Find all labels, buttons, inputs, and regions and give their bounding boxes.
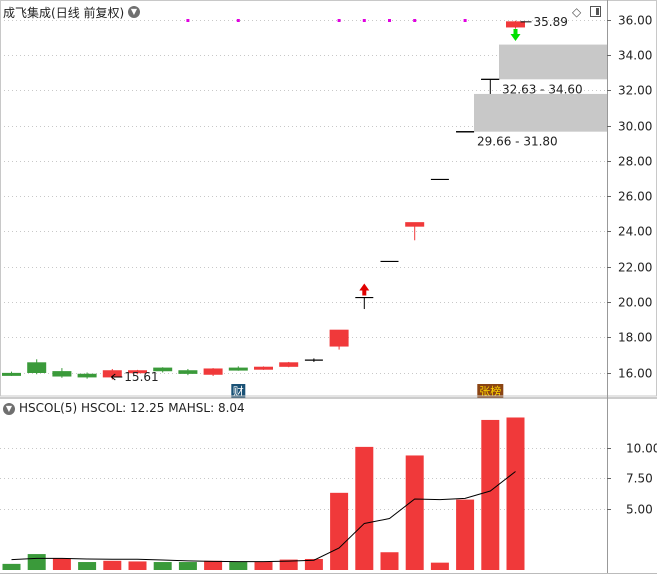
price-labels: 15.61 35.89	[111, 15, 568, 384]
price-tick-label: 20.00	[618, 296, 652, 310]
price-tick-label: 18.00	[618, 331, 652, 345]
target-zones: 29.66 - 31.80 32.63 - 34.60	[456, 44, 607, 149]
hscol-bar-series	[2, 417, 525, 570]
target-zone	[499, 44, 607, 80]
hscol-bar	[380, 552, 399, 570]
indicator-header: HSCOL(5) HSCOL: 12.25 MAHSL: 8.04	[19, 401, 245, 415]
hscol-bar	[204, 560, 223, 570]
candle-body-up	[405, 222, 425, 227]
event-badge	[477, 384, 504, 398]
price-label-arrowhead	[111, 373, 116, 381]
hscol-bar	[481, 419, 500, 570]
top-marker	[463, 19, 467, 22]
top-marker	[413, 19, 417, 22]
candle-body-down	[52, 371, 72, 377]
candle-body-up	[329, 329, 349, 347]
price-tick-label: 22.00	[618, 261, 652, 275]
candle-body-down	[153, 367, 173, 372]
candle-body-up	[506, 21, 525, 28]
candle-body-up	[254, 366, 273, 370]
hscol-bar	[355, 446, 374, 570]
hscol-bar	[279, 559, 298, 570]
top-marker	[337, 19, 341, 22]
candle-body-up	[128, 370, 147, 374]
hscol-bar	[430, 562, 449, 570]
top-marker	[362, 19, 366, 22]
price-tick-label: 34.00	[618, 49, 652, 63]
hscol-bar	[103, 560, 122, 570]
hscol-value: 12.25	[130, 401, 165, 415]
stock-name: 成飞集成	[3, 6, 52, 20]
hscol-bar	[52, 558, 71, 570]
title-dropdown-icon[interactable]: ▼	[128, 6, 140, 18]
zone-label: 32.63 - 34.60	[502, 82, 583, 96]
hscol-bar	[128, 561, 147, 570]
mahsl-value: 8.04	[217, 401, 245, 415]
zone-label: 29.66 - 31.80	[477, 135, 558, 149]
signal-arrows	[359, 29, 521, 296]
price-tick-label: 26.00	[618, 190, 652, 204]
hscol-bar	[330, 492, 349, 570]
down-arrow-icon	[510, 29, 521, 42]
event-badge-label: 张榜	[479, 384, 501, 398]
top-marker	[388, 19, 391, 22]
mahsl-line	[11, 471, 516, 563]
mahsl-line-series	[11, 471, 516, 563]
up-arrow-icon	[359, 283, 370, 296]
low-price-label: 15.61	[124, 370, 158, 384]
hscol-bar	[506, 417, 525, 570]
top-markers	[186, 19, 467, 22]
price-tick-label: 32.00	[618, 84, 652, 98]
hscol-bar	[27, 554, 46, 570]
price-tick-label: 24.00	[618, 225, 652, 239]
hscol-bar	[304, 558, 323, 570]
price-tick-label: 30.00	[618, 120, 652, 134]
hscol-bar	[254, 562, 273, 570]
hscol-bar	[78, 562, 97, 570]
hscol-bar	[153, 562, 172, 570]
hscol-bar	[2, 563, 21, 570]
window-toggle-icon[interactable]	[590, 6, 601, 17]
indicator-tick-label: 5.00	[626, 503, 653, 517]
candlestick-series	[2, 20, 525, 380]
price-tick-label: 16.00	[618, 367, 652, 381]
stock-title: 成飞集成(日线 前复权)	[3, 4, 124, 21]
hscol-bar	[405, 455, 424, 570]
target-zone	[474, 93, 607, 132]
candle-body-up	[279, 362, 299, 367]
candle-body-down	[2, 372, 21, 376]
hscol-name: HSCOL	[80, 401, 123, 415]
event-badge	[231, 384, 246, 398]
high-price-label: 35.89	[534, 15, 568, 29]
candle-body-up	[203, 368, 223, 375]
event-badges: 财 张榜	[231, 384, 504, 398]
period-label: (日线 前复权)	[51, 6, 125, 20]
top-marker	[186, 19, 190, 22]
mahsl-name: MAHSL	[168, 401, 211, 415]
candle-body-down	[27, 362, 47, 373]
price-tick-label: 28.00	[618, 155, 652, 169]
top-marker	[236, 19, 240, 22]
candle-body-down	[77, 373, 97, 378]
hscol-bar	[456, 499, 475, 570]
indicator-tick-label: 7.50	[626, 472, 653, 486]
candle-body-down	[178, 370, 198, 374]
price-tick-label: 36.00	[618, 14, 652, 28]
indicator-title: HSCOL(5)	[19, 401, 78, 415]
hscol-bar	[178, 562, 197, 570]
candle-body-down	[228, 367, 248, 371]
event-badge-label: 财	[233, 384, 244, 398]
indicator-tick-label: 10.00	[626, 442, 657, 456]
indicator-dropdown-icon[interactable]: ▼	[3, 403, 15, 415]
hscol-bar	[229, 562, 248, 570]
diamond-icon[interactable]: ◇	[572, 5, 582, 19]
